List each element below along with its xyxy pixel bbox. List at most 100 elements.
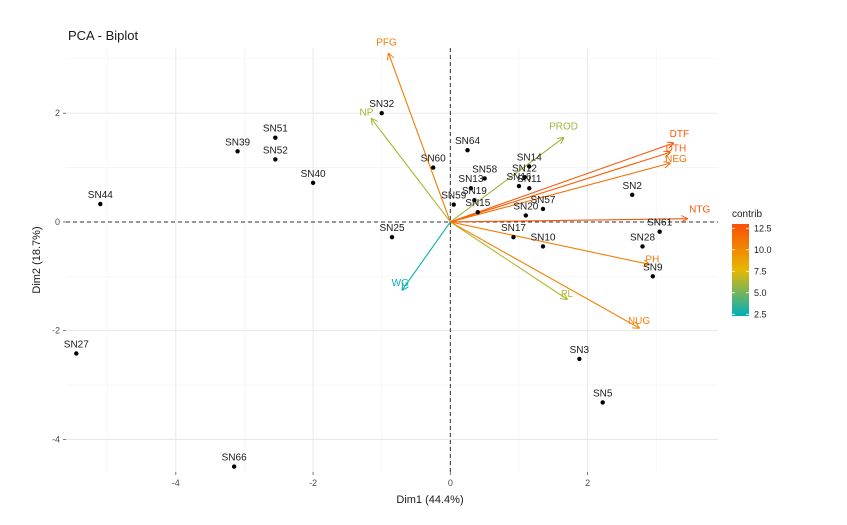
point-sn25	[389, 234, 395, 240]
point-label-sn25: SN25	[379, 223, 404, 234]
variable-label-ntg: NTG	[689, 205, 710, 216]
point-label-sn3: SN3	[570, 345, 590, 356]
point-label-sn9: SN9	[643, 262, 663, 273]
point-label-sn15: SN15	[465, 198, 490, 209]
point-sn12	[522, 175, 527, 180]
point-label-sn12: SN12	[512, 163, 537, 174]
y-tick-label: 0	[55, 217, 60, 227]
point-sn11	[527, 186, 532, 191]
legend-label: 12.5	[754, 223, 772, 233]
y-tick-label: 2	[55, 108, 60, 118]
point-sn58	[482, 176, 487, 181]
point-label-sn16: SN16	[506, 172, 531, 183]
variable-label-np: NP	[360, 108, 374, 119]
chart-title: PCA - Biplot	[68, 28, 138, 43]
point-sn28	[640, 244, 645, 249]
point-label-sn13: SN13	[458, 174, 483, 185]
x-tick-label: 2	[585, 478, 590, 488]
point-label-sn14: SN14	[517, 153, 542, 164]
point-sn64	[465, 147, 470, 153]
axis-ticks: -4 -2 0 2 -4 -2 0 2	[52, 108, 590, 488]
variable-label-neg: NEG	[665, 154, 687, 165]
point-label-sn32: SN32	[369, 99, 394, 110]
point-sn61	[657, 229, 662, 234]
point-sn44	[98, 201, 103, 207]
variable-arrow-nug	[450, 221, 639, 328]
grid-layer	[66, 48, 718, 472]
variable-label-nug: NUG	[628, 316, 650, 327]
point-sn3	[577, 356, 582, 362]
point-label-sn57: SN57	[530, 195, 555, 206]
point-sn9	[650, 274, 655, 279]
point-label-sn19: SN19	[462, 186, 487, 197]
point-label-sn17: SN17	[501, 223, 526, 234]
variable-label-pfg: PFG	[376, 37, 397, 48]
point-label-sn58: SN58	[472, 164, 497, 175]
point-sn20	[523, 213, 529, 218]
variable-arrow-dth	[450, 152, 670, 223]
point-sn52	[273, 157, 278, 162]
point-label-sn28: SN28	[630, 232, 655, 243]
point-sn27	[74, 351, 79, 356]
legend-label: 7.5	[754, 266, 767, 276]
point-label-sn20: SN20	[513, 201, 538, 212]
point-label-sn5: SN5	[593, 388, 613, 399]
point-sn5	[600, 400, 605, 405]
point-sn39	[235, 149, 240, 154]
legend-label: 5.0	[754, 288, 767, 298]
variable-arrow-wg	[402, 221, 451, 290]
point-sn17	[511, 234, 516, 240]
point-label-sn52: SN52	[263, 145, 288, 156]
point-sn19	[472, 198, 477, 203]
x-axis-title: Dim1 (44.4%)	[396, 494, 463, 506]
legend-colorbar	[732, 224, 749, 316]
point-label-sn60: SN60	[421, 154, 446, 165]
y-axis-title: Dim2 (18.7%)	[31, 226, 43, 293]
point-sn51	[273, 135, 278, 140]
point-label-sn64: SN64	[455, 136, 480, 147]
point-sn13	[468, 186, 474, 191]
variable-label-dtf: DTF	[670, 129, 689, 140]
point-sn57	[540, 206, 546, 212]
point-sn15	[475, 209, 480, 215]
point-sn2	[630, 192, 635, 197]
point-label-sn40: SN40	[301, 169, 326, 180]
point-sn10	[540, 244, 546, 249]
zero-lines	[66, 48, 718, 472]
point-label-sn10: SN10	[530, 232, 555, 243]
x-tick-label: 0	[448, 478, 453, 488]
point-label-sn59: SN59	[441, 191, 466, 202]
point-label-sn51: SN51	[263, 124, 288, 135]
variable-label-wg: WG	[392, 278, 409, 289]
point-label-sn61: SN61	[647, 218, 672, 229]
variable-arrow-pl	[450, 221, 567, 299]
x-tick-label: -4	[172, 478, 180, 488]
point-sn32	[379, 111, 384, 116]
point-label-sn66: SN66	[222, 453, 247, 464]
variable-arrow-np	[371, 119, 451, 223]
legend-label: 10.0	[754, 245, 772, 255]
point-label-sn44: SN44	[88, 190, 113, 201]
point-label-sn27: SN27	[64, 339, 89, 350]
variable-arrow-neg	[450, 163, 670, 223]
legend-title: contrib	[732, 209, 762, 220]
point-sn14	[527, 164, 532, 169]
y-tick-label: -2	[52, 326, 60, 336]
point-label-sn39: SN39	[225, 137, 250, 148]
variable-arrow-pfg	[389, 53, 451, 223]
point-sn40	[310, 180, 316, 186]
point-label-sn2: SN2	[622, 181, 642, 192]
point-sn66	[231, 464, 237, 469]
point-sn16	[516, 183, 522, 189]
variable-label-pl: PL	[561, 289, 574, 300]
variable-label-prod: PROD	[549, 122, 578, 133]
variable-label-dth: DTH	[666, 143, 687, 154]
point-sn59	[451, 202, 456, 207]
contrib-legend: contrib 12.5 10.0 7.5 5.0 2.5	[732, 209, 772, 319]
variable-arrow-dtf	[450, 143, 673, 223]
variable-arrow-prod	[450, 138, 563, 223]
x-tick-label: -2	[309, 478, 317, 488]
